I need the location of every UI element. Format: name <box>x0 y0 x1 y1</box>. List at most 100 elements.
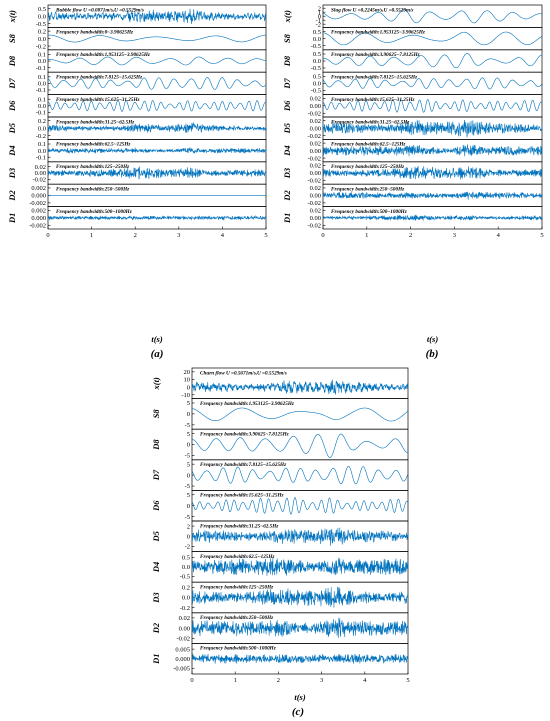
y-tick-label: -0.1 <box>36 65 46 72</box>
y-tick-label: 10 <box>184 377 191 384</box>
bandwidth-annotation: Slug flow U =0.2245m/s,U =0.5529m/s <box>331 7 413 13</box>
y-tick-label: -0.2 <box>36 133 46 140</box>
x-tick-label: 0 <box>190 677 193 684</box>
y-tick-label: -0.5 <box>311 43 321 50</box>
subplot-row: 0.50.0-0.5 Frequency bandwidth:7.8125~15.… <box>282 71 543 95</box>
x-tick-label: 0 <box>321 232 324 239</box>
y-tick-label: 0.0 <box>38 36 46 43</box>
panel-label: (c) <box>292 706 304 718</box>
x-tick-label: 1 <box>365 232 368 239</box>
y-tick-label: 0.000 <box>31 215 46 222</box>
y-tick-label: 5 <box>187 431 190 438</box>
y-axis-label: x(t) <box>282 10 292 23</box>
bandwidth-annotation: Frequency bandwidth:500~1000Hz <box>200 646 276 652</box>
signal-line <box>322 165 543 180</box>
subplot-row: 0.2 0.0 -0.2 Frequency bandwidth:125~250Hz D… <box>151 581 409 614</box>
y-tick-label: 2 <box>187 523 190 530</box>
y-tick-label: -1 <box>316 17 321 24</box>
signal-line <box>191 379 409 395</box>
bandwidth-annotation: Frequency bandwidth:125~250Hz <box>200 585 273 591</box>
y-tick-label: 0.02 <box>310 140 321 147</box>
subplot-row: 0.020.00-0.02 Frequency bandwidth:62.5~12… <box>282 139 543 162</box>
bandwidth-annotation: Frequency bandwidth:1.953125~3.90625Hz <box>331 30 425 36</box>
y-tick-label: 0.02 <box>35 164 46 171</box>
y-tick-label: 0.2 <box>182 585 190 592</box>
y-tick-label: 0.00 <box>310 193 321 200</box>
y-axis-label: D3 <box>151 592 161 604</box>
signal-line <box>322 77 543 90</box>
y-tick-label: -5 <box>185 483 190 490</box>
bandwidth-annotation: Frequency bandwidth:15.625~31.25Hz <box>331 97 415 103</box>
bandwidth-annotation: Frequency bandwidth:31.25~62.5Hz <box>200 523 278 529</box>
panel-label: (b) <box>426 348 439 360</box>
bandwidth-annotation: Frequency bandwidth:62.5~125Hz <box>200 554 274 560</box>
signal-line <box>47 166 267 180</box>
bandwidth-annotation: Frequency bandwidth:31.25~62.5Hz <box>56 119 134 125</box>
y-tick-label: 0.5 <box>313 74 321 81</box>
y-axis-label: D6 <box>7 100 17 112</box>
x-tick-label: 2 <box>409 232 412 239</box>
y-tick-label: 0 <box>187 472 190 479</box>
y-tick-label: 0.02 <box>310 118 321 125</box>
x-tick-label: 3 <box>177 232 180 239</box>
y-axis-label: D7 <box>282 77 292 89</box>
y-tick-label: 0.0 <box>38 148 46 155</box>
y-tick-label: 5 <box>187 492 190 499</box>
y-tick-label: 0.0 <box>313 81 321 88</box>
bandwidth-annotation: Frequency bandwidth:500~1000Hz <box>56 209 132 215</box>
signal-line <box>191 433 409 458</box>
signal-line <box>322 214 543 221</box>
signal-line <box>47 147 267 155</box>
x-tick-label: 4 <box>221 232 225 239</box>
panel-label: (a) <box>151 348 164 360</box>
signal-line <box>191 465 409 485</box>
y-axis-label: D1 <box>151 654 161 665</box>
y-tick-label: 0.00 <box>310 215 321 222</box>
y-axis-label: D5 <box>7 122 17 134</box>
y-tick-label: -0.02 <box>32 177 46 184</box>
bandwidth-annotation: Frequency bandwidth:7.8125~15.625Hz <box>56 75 142 81</box>
y-tick-label: 0.000 <box>175 656 190 663</box>
y-tick-label: 0.0 <box>38 13 46 20</box>
y-tick-label: 0.2 <box>38 118 46 125</box>
signal-line <box>47 8 267 25</box>
y-axis-label: D8 <box>282 55 292 67</box>
y-axis-label: D4 <box>151 562 161 573</box>
y-tick-label: -10 <box>181 392 190 399</box>
signal-line <box>322 191 543 200</box>
bandwidth-annotation: Frequency bandwidth:250~500Hz <box>200 615 273 621</box>
x-tick-label: 5 <box>540 232 543 239</box>
signal-line <box>47 34 267 43</box>
y-axis-label: D2 <box>282 189 292 201</box>
y-tick-label: 0.2 <box>38 28 46 35</box>
y-tick-label: 0.00 <box>310 125 321 132</box>
y-tick-label: 0.0 <box>38 58 46 65</box>
y-tick-label: 0.000 <box>31 193 46 200</box>
y-tick-label: 20 <box>184 369 191 376</box>
bandwidth-annotation: Frequency bandwidth:500~1000Hz <box>331 209 407 215</box>
y-axis-label: D5 <box>282 122 292 134</box>
bandwidth-annotation: Frequency bandwidth:0~3.90625Hz <box>56 30 133 36</box>
bandwidth-annotation: Frequency bandwidth:7.8125~15.625Hz <box>331 75 417 81</box>
y-tick-label: 0.5 <box>38 6 46 13</box>
y-tick-label: -0.1 <box>36 110 46 117</box>
subplot-row: 2 0 -2 Frequency bandwidth:31.25~62.5Hz D5 <box>151 520 409 552</box>
subplot-row: 0.20.0-0.2 Frequency bandwidth:0~3.90625H… <box>7 27 267 50</box>
y-tick-label: 0.0 <box>313 36 321 43</box>
x-axis-label: t(s) <box>294 692 306 702</box>
x-tick-label: 4 <box>363 677 367 684</box>
y-tick-label: 0 <box>187 384 190 391</box>
x-tick-label: 3 <box>320 677 323 684</box>
y-axis-label: S8 <box>282 33 292 43</box>
y-tick-label: -0.02 <box>176 636 190 643</box>
y-axis-label: x(t) <box>151 377 161 390</box>
y-axis-label: D1 <box>7 213 17 224</box>
y-tick-label: -5 <box>185 453 190 460</box>
y-tick-label: -0.002 <box>29 200 46 207</box>
y-tick-label: -2 <box>185 544 190 551</box>
y-tick-label: -0.02 <box>307 155 321 162</box>
signal-line <box>322 31 543 46</box>
